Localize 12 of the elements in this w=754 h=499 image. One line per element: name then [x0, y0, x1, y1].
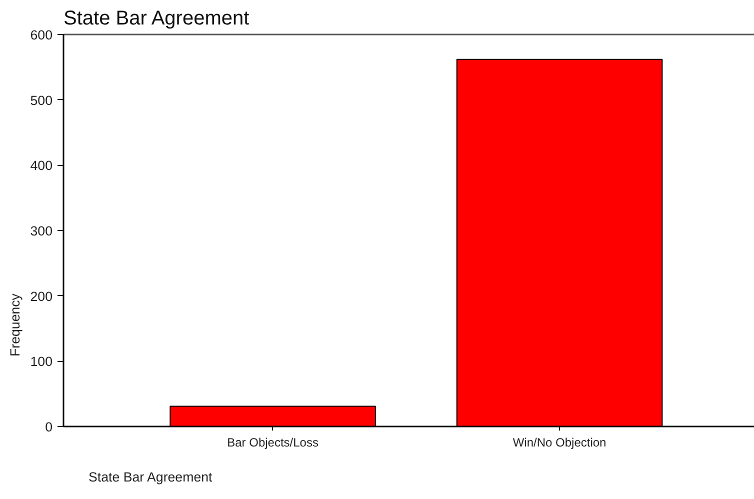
x-axis-title: State Bar Agreement	[88, 470, 213, 484]
y-tick-label: 400	[30, 158, 53, 174]
y-tick-label: 300	[30, 224, 53, 238]
y-axis-title: Frequency	[8, 293, 22, 356]
y-tick-label: 200	[30, 288, 53, 304]
chart-title: State Bar Agreement	[64, 8, 250, 30]
x-tick-label: Bar Objects/Loss	[227, 436, 318, 450]
y-tick-label: 600	[30, 28, 53, 42]
y-tick-label: 500	[30, 92, 53, 108]
y-tick-label: 100	[30, 354, 53, 370]
x-tick-label: Win/No Objection	[512, 436, 606, 450]
y-tick-label: 0	[45, 420, 53, 434]
